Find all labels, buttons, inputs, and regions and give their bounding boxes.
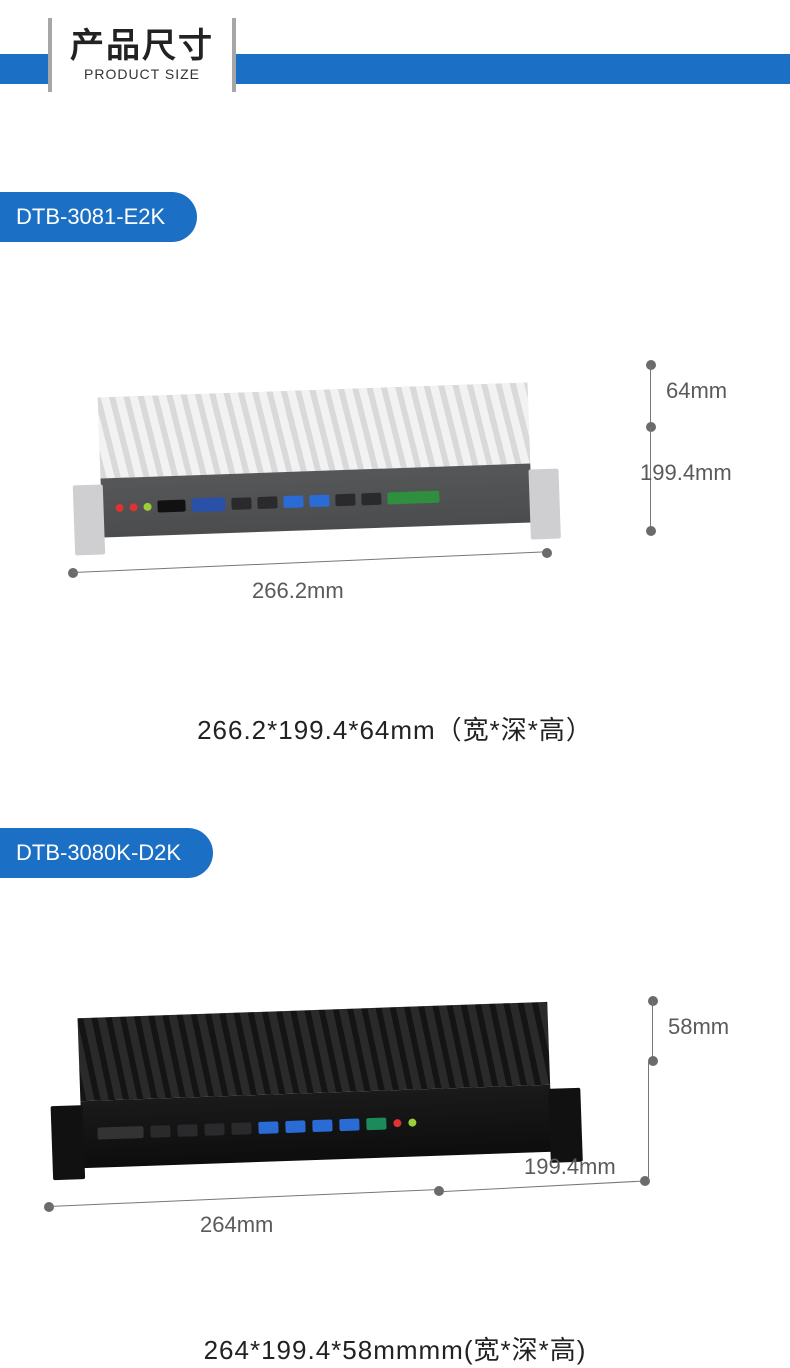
dim-line-depth-v [648, 1061, 649, 1181]
dim-dot [648, 1056, 658, 1066]
model-label: DTB-3080K-D2K [16, 840, 181, 866]
model-badge: DTB-3080K-D2K [0, 828, 213, 878]
dim-width-label: 266.2mm [252, 578, 344, 604]
device-illustration [78, 1002, 553, 1168]
product-figure: 264mm 58mm 199.4mm [0, 940, 790, 1270]
dim-depth-label: 199.4mm [524, 1154, 616, 1180]
section-title-en: PRODUCT SIZE [84, 66, 200, 82]
model-label: DTB-3081-E2K [16, 204, 165, 230]
dim-line-width [49, 1189, 437, 1207]
dim-depth-label: 199.4mm [640, 460, 732, 486]
dim-line-height [650, 365, 651, 423]
dim-dot [646, 422, 656, 432]
dim-line-height [652, 1001, 653, 1057]
device-illustration [98, 383, 533, 538]
dim-dot [542, 548, 552, 558]
product-figure: 266.2mm 64mm 199.4mm [0, 300, 790, 670]
dim-line-width [73, 551, 545, 573]
dimension-summary: 264*199.4*58mmmm(宽*深*高) [0, 1330, 790, 1367]
dim-dot [648, 996, 658, 1006]
dim-dot [646, 360, 656, 370]
dim-line-depth [444, 1181, 644, 1192]
model-badge: DTB-3081-E2K [0, 192, 197, 242]
dim-dot [646, 526, 656, 536]
section-title-box: 产品尺寸 PRODUCT SIZE [48, 18, 236, 92]
dim-height-label: 64mm [666, 378, 727, 404]
dim-dot [434, 1186, 444, 1196]
dimension-summary: 266.2*199.4*64mm（宽*深*高） [0, 710, 790, 747]
dim-width-label: 264mm [200, 1212, 273, 1238]
dim-height-label: 58mm [668, 1014, 729, 1040]
section-title-cn: 产品尺寸 [70, 28, 214, 65]
